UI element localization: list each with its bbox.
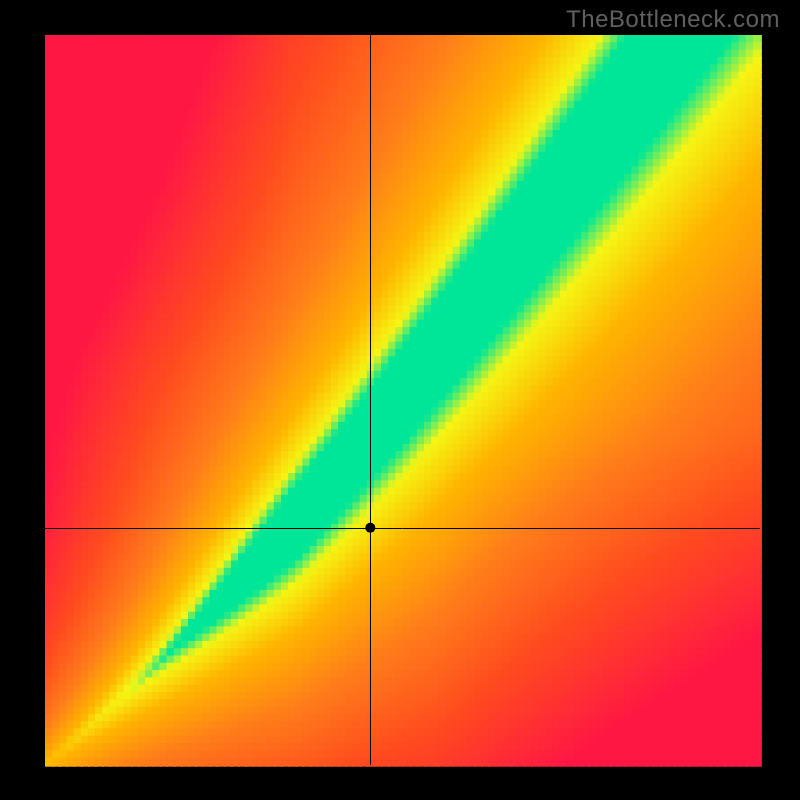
chart-container: TheBottleneck.com [0, 0, 800, 800]
watermark-text: TheBottleneck.com [566, 6, 780, 34]
heatmap-canvas [0, 0, 800, 800]
